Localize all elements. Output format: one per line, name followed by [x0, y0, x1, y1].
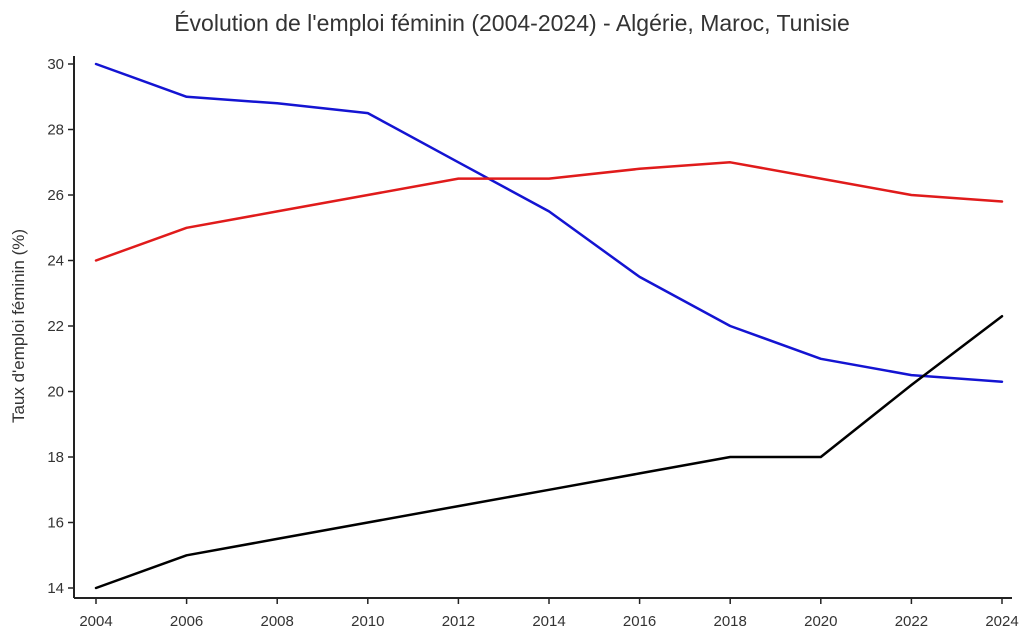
y-tick-label: 26	[47, 187, 64, 204]
y-axis-label: Taux d'emploi féminin (%)	[9, 229, 28, 423]
x-tick-label: 2008	[261, 613, 294, 630]
x-tick-label: 2014	[532, 613, 565, 630]
y-tick-label: 30	[47, 56, 64, 73]
y-tick-label: 28	[47, 122, 64, 139]
series-line-3	[94, 314, 1004, 590]
series-lines	[94, 62, 1004, 590]
y-tick-label: 16	[47, 515, 64, 532]
x-tick-label: 2016	[623, 613, 656, 630]
y-tick-label: 24	[47, 253, 64, 270]
axes	[73, 56, 1012, 599]
y-tick-label: 18	[47, 449, 64, 466]
y-tick-label: 14	[47, 580, 64, 597]
y-axis-ticks: 14 16 18 20 22 24 26 28 30	[47, 56, 74, 597]
y-tick-label: 20	[47, 384, 64, 401]
x-tick-label: 2004	[79, 613, 112, 630]
x-tick-label: 2018	[714, 613, 747, 630]
x-axis-ticks: 2004 2006 2008 2010 2012 2014 2016 2018 2020 2022…	[79, 598, 1019, 630]
x-tick-label: 2020	[804, 613, 837, 630]
x-tick-label: 2024	[985, 613, 1018, 630]
x-tick-label: 2006	[170, 613, 203, 630]
y-tick-label: 22	[47, 318, 64, 335]
x-tick-label: 2022	[895, 613, 928, 630]
series-line-1	[94, 62, 1004, 383]
x-tick-label: 2010	[351, 613, 384, 630]
series-line-2	[94, 161, 1004, 262]
chart-title: Évolution de l'emploi féminin (2004-2024…	[174, 10, 850, 36]
x-tick-label: 2012	[442, 613, 475, 630]
